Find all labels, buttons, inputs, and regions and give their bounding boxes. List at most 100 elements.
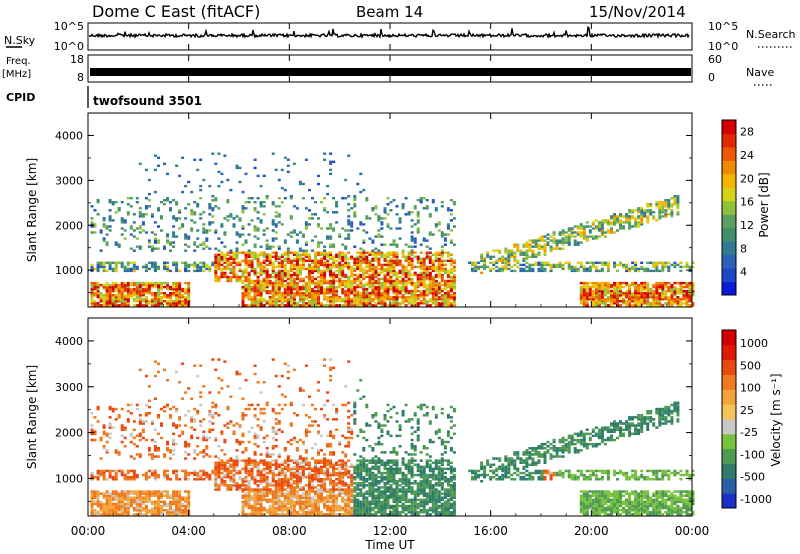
power-cell xyxy=(365,281,369,285)
power-cell xyxy=(570,269,574,273)
power-cell xyxy=(323,207,327,210)
power-cell xyxy=(434,275,438,279)
velocity-cell xyxy=(244,407,248,411)
power-cell xyxy=(144,285,148,289)
power-cell xyxy=(597,287,601,291)
power-cell xyxy=(102,300,106,303)
power-cell xyxy=(434,207,438,210)
power-cell xyxy=(628,292,632,295)
power-cell xyxy=(126,292,130,295)
power-cell xyxy=(637,294,641,297)
power-cell xyxy=(691,294,695,297)
velocity-cell xyxy=(241,432,245,436)
power-cell xyxy=(217,277,221,281)
power-cell xyxy=(308,263,311,267)
power-cell xyxy=(634,289,638,293)
power-cell xyxy=(428,289,432,293)
power-cell xyxy=(280,285,284,289)
power-cell xyxy=(211,261,215,264)
power-cell xyxy=(634,267,638,271)
power-cell xyxy=(661,285,665,289)
power-cell xyxy=(298,273,302,277)
power-cell xyxy=(283,259,287,262)
velocity-cell xyxy=(271,473,275,477)
power-cell xyxy=(317,182,320,186)
power-cell xyxy=(114,269,118,273)
power-cell xyxy=(298,247,302,250)
power-cell xyxy=(286,253,290,256)
power-cell xyxy=(489,257,493,260)
power-cell xyxy=(226,275,230,279)
power-cell xyxy=(452,243,456,246)
power-cell xyxy=(271,296,275,299)
velocity-cell xyxy=(126,403,130,407)
power-cell xyxy=(374,205,378,208)
velocity-cell xyxy=(175,508,179,512)
power-cell xyxy=(259,253,263,256)
velocity-cell xyxy=(132,457,136,460)
velocity-cell xyxy=(150,508,154,512)
power-cell xyxy=(449,257,453,260)
power-cell xyxy=(606,223,610,226)
power-cell xyxy=(172,235,176,238)
velocity-cell xyxy=(123,494,127,497)
velocity-cell xyxy=(163,405,166,409)
power-cell xyxy=(123,229,127,232)
power-cell xyxy=(166,285,169,289)
power-cell xyxy=(416,219,420,222)
power-cell xyxy=(126,197,130,200)
power-cell xyxy=(395,287,399,291)
power-cell xyxy=(344,298,348,301)
velocity-cell xyxy=(102,469,106,473)
power-cell xyxy=(111,201,115,204)
velocity-cell xyxy=(120,506,124,510)
power-cell xyxy=(323,289,327,293)
velocity-cell xyxy=(99,502,103,506)
velocity-cell xyxy=(250,478,254,481)
power-cell xyxy=(395,259,399,262)
power-cell xyxy=(323,304,327,307)
power-cell xyxy=(543,251,547,254)
power-cell xyxy=(208,203,212,206)
power-cell xyxy=(540,235,544,238)
power-cell xyxy=(335,263,339,267)
velocity-cell xyxy=(172,511,176,514)
power-cell xyxy=(286,269,290,273)
power-cell xyxy=(425,302,429,305)
power-cell xyxy=(280,296,284,299)
power-cell xyxy=(646,205,650,208)
power-cell xyxy=(153,292,157,295)
velocity-cell xyxy=(226,488,230,491)
velocity-cell xyxy=(277,513,281,516)
power-cell xyxy=(652,292,656,295)
velocity-cell xyxy=(129,455,133,458)
velocity-cell xyxy=(280,488,284,491)
power-cell xyxy=(138,245,142,248)
power-cell xyxy=(600,269,604,273)
power-cell xyxy=(392,302,396,305)
power-cell xyxy=(262,251,266,254)
velocity-cell xyxy=(166,475,169,479)
power-cell xyxy=(628,227,632,230)
power-cell xyxy=(634,261,638,264)
power-cell xyxy=(588,231,592,234)
power-cell xyxy=(184,267,188,271)
power-cell xyxy=(380,235,384,238)
velocity-cell xyxy=(102,424,106,427)
power-cell xyxy=(317,251,320,254)
power-cell xyxy=(356,279,360,283)
power-cell xyxy=(383,273,387,277)
velocity-cell xyxy=(217,467,221,471)
power-cell xyxy=(449,287,453,291)
velocity-cell xyxy=(247,492,251,495)
power-cell xyxy=(220,253,224,256)
power-cell xyxy=(304,304,308,307)
velocity-cell xyxy=(126,506,130,510)
power-cell xyxy=(452,298,456,301)
power-cell xyxy=(347,292,351,295)
colorbar-tick-label: 28 xyxy=(740,126,754,139)
power-cell xyxy=(374,213,378,216)
power-cell xyxy=(555,239,559,242)
power-cell xyxy=(338,283,342,287)
power-cell xyxy=(392,253,396,256)
